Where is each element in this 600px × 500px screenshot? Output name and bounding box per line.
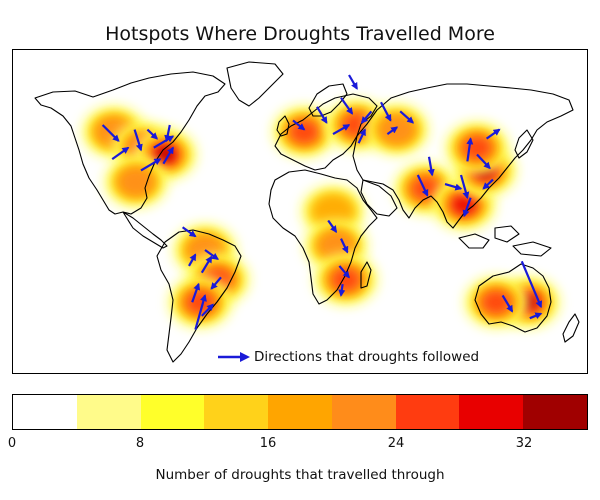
drought-arrow — [357, 128, 366, 144]
drought-arrow — [210, 276, 222, 290]
drought-arrow — [338, 265, 350, 279]
north-america-outline — [34, 71, 226, 215]
drought-arrow — [482, 178, 494, 190]
hotspot — [302, 186, 364, 236]
legend-arrow-icon — [218, 352, 250, 362]
colorbar-label: Number of droughts that travelled throug… — [155, 467, 445, 483]
drought-arrow — [338, 283, 346, 297]
hotspot — [105, 157, 167, 207]
colorbar-cell — [76, 395, 141, 429]
drought-arrow — [340, 97, 354, 115]
drought-arrow — [444, 183, 463, 191]
drought-arrow — [164, 124, 172, 143]
madagascar-outline — [360, 261, 372, 289]
south-america-outline — [156, 229, 242, 363]
drought-arrow — [476, 153, 491, 170]
drought-arrow — [360, 110, 373, 124]
drought-arrow — [194, 294, 207, 330]
drought-heat-layer — [83, 100, 559, 327]
colorbar-cell — [331, 395, 396, 429]
drought-arrow — [162, 146, 174, 165]
drought-arrow — [459, 174, 470, 200]
colorbar-tick-label: 8 — [135, 436, 145, 451]
drought-arrow — [201, 303, 214, 317]
map-title: Hotspots Where Droughts Travelled More — [105, 23, 495, 45]
drought-arrow — [188, 253, 197, 267]
colorbar-cell — [395, 395, 460, 429]
arabia-outline — [360, 179, 398, 217]
drought-arrow — [191, 282, 201, 303]
colorbar-cell — [459, 395, 524, 429]
central-america-outline — [122, 211, 168, 249]
uk-outline — [276, 115, 290, 137]
drought-arrow — [133, 129, 143, 152]
continent-outlines — [34, 61, 580, 363]
colorbar — [12, 394, 588, 430]
drought-arrow — [399, 110, 415, 124]
drought-arrow — [386, 126, 399, 135]
colorbar-cell — [140, 395, 205, 429]
hotspot — [315, 255, 377, 305]
colorbar-tick-label: 32 — [515, 436, 533, 451]
drought-arrow — [416, 174, 429, 197]
australia-outline — [474, 263, 552, 333]
hotspot — [169, 277, 231, 327]
colorbar-cell — [204, 395, 269, 429]
europe-outline — [274, 93, 378, 171]
colorbar-cell — [523, 395, 588, 429]
japan-outline — [514, 129, 534, 159]
colorbar-tick-label: 16 — [259, 436, 277, 451]
world-map — [12, 49, 588, 374]
new-zealand-outline — [562, 313, 580, 343]
africa-outline — [268, 169, 378, 305]
drought-arrow — [462, 197, 472, 218]
drought-arrow — [348, 74, 358, 90]
drought-direction-arrows — [101, 74, 543, 330]
map-canvas — [34, 61, 580, 363]
colorbar-tick-label: 0 — [7, 436, 17, 451]
drought-arrow — [520, 260, 543, 309]
drought-arrow — [292, 119, 306, 131]
drought-arrow — [340, 238, 349, 254]
hotspot — [273, 107, 335, 157]
drought-arrow — [181, 226, 197, 238]
asia-outline — [352, 83, 574, 229]
drought-arrow — [146, 128, 159, 140]
legend-label: Directions that droughts followed — [254, 349, 480, 365]
drought-arrow — [204, 249, 219, 260]
southeast-asia-islands-outline — [458, 225, 552, 257]
drought-arrow — [466, 137, 474, 162]
drought-arrow — [332, 124, 351, 136]
colorbar-cell — [13, 395, 77, 429]
drought-arrow — [140, 158, 162, 172]
colorbar-tick-label: 24 — [387, 436, 405, 451]
drought-arrow — [485, 128, 501, 140]
drought-arrow — [529, 312, 543, 320]
drought-arrow — [111, 146, 130, 160]
drought-arrow — [380, 101, 392, 122]
drought-arrow — [427, 156, 435, 177]
greenland-outline — [226, 61, 284, 107]
drought-arrow — [200, 255, 213, 274]
drought-arrow — [316, 106, 328, 124]
drought-arrow — [501, 294, 514, 313]
hotspot — [465, 277, 527, 327]
colorbar-cell — [268, 395, 332, 429]
drought-arrow — [327, 219, 338, 233]
drought-arrow — [101, 124, 120, 142]
